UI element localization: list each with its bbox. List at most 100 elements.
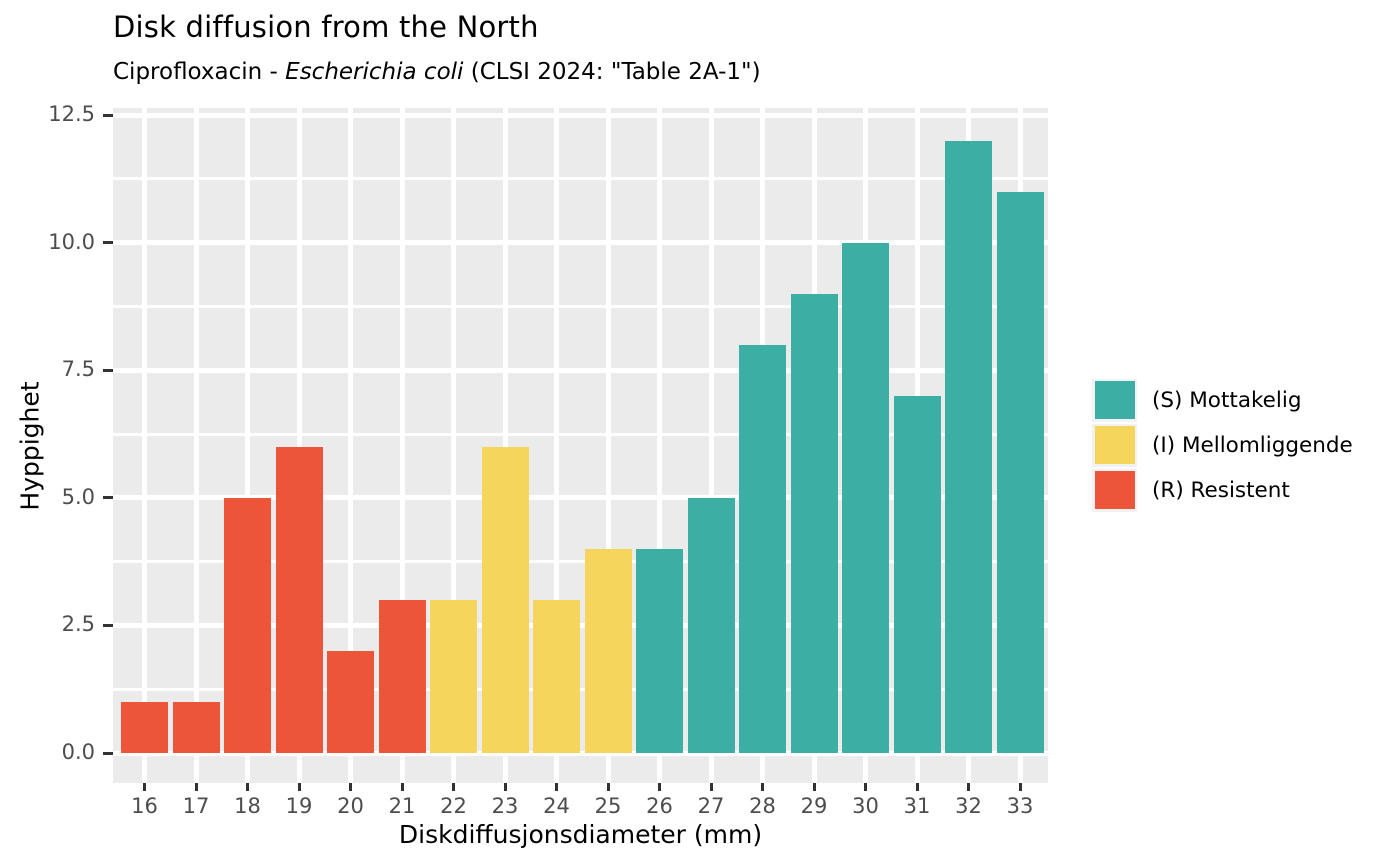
h-gridline-major <box>113 495 1048 501</box>
x-tick <box>143 783 146 791</box>
v-gridline <box>554 108 559 783</box>
y-tick <box>103 113 113 117</box>
plot-panel <box>113 108 1048 783</box>
x-axis-title: Diskdiffusjonsdiameter (mm) <box>398 820 763 849</box>
v-gridline <box>142 108 147 783</box>
x-tick-label: 33 <box>1006 794 1034 818</box>
chart-subtitle: Ciprofloxacin - Escherichia coli (CLSI 2… <box>113 59 761 85</box>
bar-25 <box>584 548 632 753</box>
x-tick-label: 20 <box>337 794 364 818</box>
x-tick <box>915 783 919 791</box>
x-tick <box>761 783 764 791</box>
y-tick <box>103 623 113 627</box>
bar-28 <box>739 344 786 753</box>
bar-20 <box>327 650 374 753</box>
bar-31 <box>893 395 941 753</box>
v-gridline <box>708 108 714 783</box>
bar-18 <box>224 497 271 753</box>
y-tick-label: 7.5 <box>61 357 95 382</box>
x-tick-label: 17 <box>182 794 210 818</box>
x-tick <box>349 783 352 791</box>
y-tick <box>103 496 113 500</box>
y-tick-label: 5.0 <box>61 484 95 509</box>
x-tick-label: 26 <box>646 794 673 818</box>
bar-29 <box>790 293 838 753</box>
h-gridline-minor <box>113 304 1048 308</box>
x-tick <box>606 783 610 791</box>
v-gridline <box>296 108 302 783</box>
bar-32 <box>945 140 992 753</box>
h-gridline-minor <box>113 432 1048 436</box>
x-tick <box>658 783 661 791</box>
h-gridline-major <box>113 622 1048 628</box>
legend-label-I: (I) Mellomliggende <box>1152 432 1353 458</box>
bar-22 <box>430 599 477 753</box>
v-gridline <box>502 108 508 783</box>
x-tick <box>246 783 249 791</box>
v-gridline <box>348 108 353 783</box>
legend-key-S <box>1092 378 1137 422</box>
x-tick <box>864 783 867 791</box>
x-tick <box>194 783 198 791</box>
x-tick-label: 32 <box>955 794 982 818</box>
y-tick <box>103 368 113 372</box>
x-tick <box>452 783 455 791</box>
x-tick-label: 24 <box>543 794 570 818</box>
bar-21 <box>378 599 426 753</box>
subtitle-drug: Ciprofloxacin - <box>113 59 286 85</box>
bar-19 <box>275 446 323 753</box>
x-tick-label: 29 <box>800 794 828 818</box>
x-tick <box>555 783 558 791</box>
legend-swatch-I <box>1094 426 1135 464</box>
y-tick-label: 12.5 <box>48 102 95 127</box>
legend-label-R: (R) Resistent <box>1152 477 1290 503</box>
x-tick-label: 25 <box>594 794 622 818</box>
x-tick <box>967 783 970 791</box>
x-tick-label: 30 <box>852 794 879 818</box>
h-gridline-minor <box>113 687 1048 691</box>
legend-swatch-R <box>1094 471 1135 509</box>
legend-label-S: (S) Mottakelig <box>1152 387 1302 413</box>
y-tick <box>103 751 113 755</box>
bar-23 <box>481 446 529 753</box>
v-gridline <box>193 108 199 783</box>
x-tick <box>1018 783 1022 791</box>
x-tick-label: 31 <box>903 794 931 818</box>
bar-33 <box>996 191 1044 753</box>
subtitle-organism: Escherichia coli <box>285 59 464 85</box>
h-gridline-minor <box>113 560 1048 564</box>
subtitle-standard: (CLSI 2024: "Table 2A-1") <box>463 59 761 85</box>
h-gridline-major <box>113 112 1048 118</box>
v-gridline <box>605 108 611 783</box>
y-tick <box>103 241 113 245</box>
y-tick-label: 0.0 <box>61 740 95 765</box>
x-tick-label: 28 <box>749 794 776 818</box>
x-tick-label: 19 <box>285 794 313 818</box>
legend: (S) Mottakelig (I) Mellomliggende (R) Resi… <box>1092 378 1353 513</box>
legend-row-R: (R) Resistent <box>1092 468 1353 512</box>
x-tick <box>709 783 713 791</box>
bar-17 <box>172 701 220 753</box>
h-gridline-major <box>113 240 1048 246</box>
x-tick-label: 22 <box>440 794 467 818</box>
v-gridline <box>245 108 250 783</box>
x-tick <box>503 783 507 791</box>
x-tick-label: 16 <box>131 794 158 818</box>
x-tick-label: 27 <box>697 794 725 818</box>
h-gridline-major <box>113 750 1048 756</box>
x-tick-label: 18 <box>234 794 261 818</box>
bar-27 <box>687 497 735 753</box>
legend-key-I <box>1092 423 1137 467</box>
bar-30 <box>842 242 889 753</box>
v-gridline <box>451 108 456 783</box>
bar-26 <box>636 548 683 753</box>
legend-row-S: (S) Mottakelig <box>1092 378 1353 422</box>
legend-key-R <box>1092 468 1137 512</box>
h-gridline-major <box>113 367 1048 373</box>
y-tick-label: 10.0 <box>48 229 95 254</box>
bar-16 <box>121 701 168 753</box>
y-tick-label: 2.5 <box>61 612 95 637</box>
x-tick <box>812 783 816 791</box>
legend-row-I: (I) Mellomliggende <box>1092 423 1353 467</box>
